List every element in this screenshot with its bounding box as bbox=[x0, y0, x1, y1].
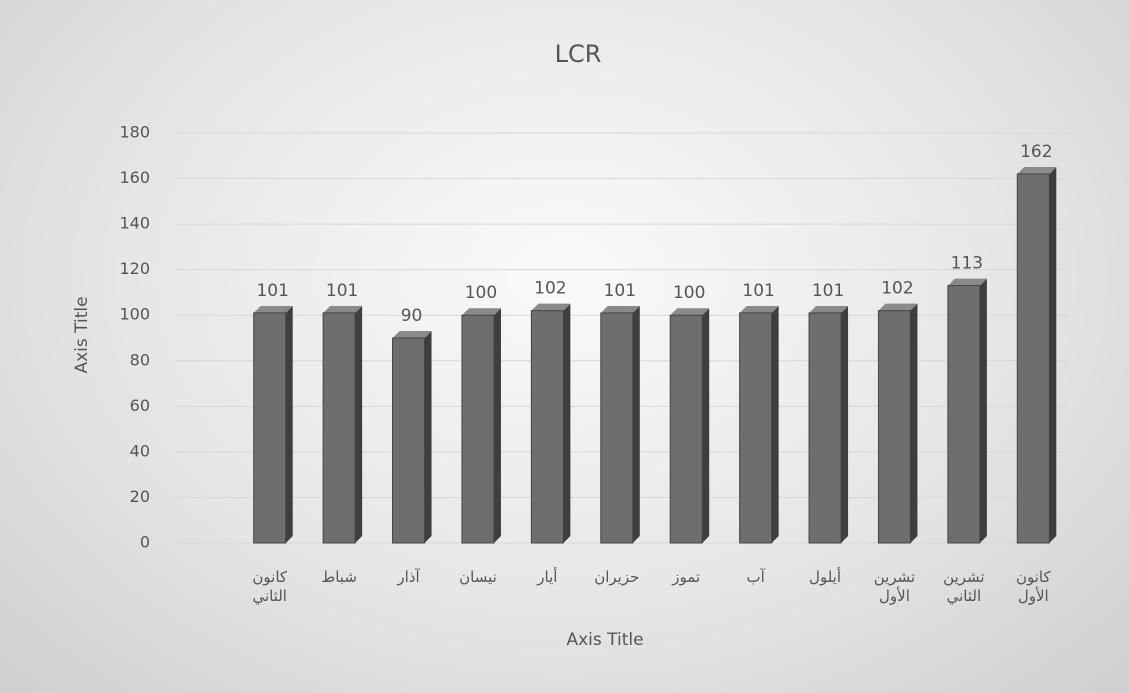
bar-top bbox=[600, 305, 640, 313]
bar-side bbox=[424, 331, 432, 543]
chart-title: LCR bbox=[555, 40, 602, 68]
bar bbox=[1016, 173, 1050, 544]
value-label: 90 bbox=[401, 306, 423, 326]
bar-side bbox=[1049, 167, 1057, 543]
bar-top bbox=[253, 305, 293, 313]
bar-top bbox=[461, 308, 501, 316]
y-tick-label: 120 bbox=[119, 259, 150, 278]
value-label: 101 bbox=[326, 281, 358, 301]
bar-top bbox=[323, 305, 363, 313]
x-tick-label: نيسان bbox=[459, 568, 497, 586]
x-tick-label: أيار bbox=[537, 568, 558, 586]
y-tick-label: 100 bbox=[119, 305, 150, 324]
x-tick-label: حزيران bbox=[594, 568, 640, 586]
y-tick-label: 180 bbox=[119, 123, 150, 142]
bar-side bbox=[702, 308, 710, 543]
x-tick-label: تموز bbox=[672, 568, 701, 586]
bar bbox=[461, 314, 495, 544]
value-label: 101 bbox=[604, 281, 636, 301]
bar bbox=[322, 312, 356, 544]
bar-top bbox=[809, 305, 849, 313]
bar bbox=[253, 312, 287, 544]
x-tick-label: كانون الثاني bbox=[252, 568, 288, 605]
y-tick-label: 80 bbox=[130, 350, 150, 369]
x-axis-title: Axis Title bbox=[566, 630, 643, 650]
bar bbox=[600, 312, 634, 544]
bar-top bbox=[392, 331, 432, 338]
bar bbox=[739, 312, 773, 544]
bar-top bbox=[1017, 167, 1057, 174]
value-label: 113 bbox=[951, 254, 983, 274]
bar-side bbox=[632, 305, 640, 543]
value-label: 101 bbox=[742, 281, 774, 301]
value-label: 102 bbox=[534, 279, 566, 299]
bar-top bbox=[878, 303, 918, 311]
bar-side bbox=[493, 308, 501, 543]
bar bbox=[808, 312, 842, 544]
bar-top bbox=[739, 305, 779, 313]
bar bbox=[392, 337, 426, 544]
y-tick-label: 60 bbox=[130, 396, 150, 415]
bar-side bbox=[771, 305, 779, 543]
y-tick-label: 140 bbox=[119, 214, 150, 233]
bar bbox=[669, 314, 703, 544]
y-tick-label: 40 bbox=[130, 441, 150, 460]
bar-side bbox=[910, 303, 918, 543]
x-tick-label: تشرين الأول bbox=[873, 568, 916, 605]
y-tick-label: 0 bbox=[140, 533, 150, 552]
bar-side bbox=[563, 303, 571, 543]
bar-side bbox=[355, 305, 363, 543]
bar-side bbox=[285, 305, 293, 543]
bar-top bbox=[531, 303, 571, 311]
x-tick-label: آذار bbox=[397, 568, 420, 586]
value-label: 101 bbox=[812, 281, 844, 301]
value-label: 162 bbox=[1020, 142, 1052, 162]
x-tick-label: شباط bbox=[321, 568, 357, 586]
value-label: 102 bbox=[881, 279, 913, 299]
bar-side bbox=[841, 305, 849, 543]
y-tick-label: 160 bbox=[119, 168, 150, 187]
x-tick-label: تشرين الثاني bbox=[943, 568, 985, 605]
bar bbox=[877, 310, 911, 544]
bar-top bbox=[670, 308, 710, 316]
bar-top bbox=[947, 278, 987, 286]
value-label: 101 bbox=[256, 281, 288, 301]
x-tick-label: أيلول bbox=[809, 568, 842, 586]
y-tick-label: 20 bbox=[130, 487, 150, 506]
value-label: 100 bbox=[465, 283, 497, 303]
bar bbox=[530, 310, 564, 544]
x-tick-label: آب bbox=[746, 568, 765, 586]
x-tick-label: كانون الأول bbox=[1015, 568, 1051, 605]
value-label: 100 bbox=[673, 283, 705, 303]
bar-side bbox=[979, 278, 987, 543]
y-axis-title: Axis Title bbox=[72, 296, 92, 373]
bar bbox=[947, 285, 981, 544]
